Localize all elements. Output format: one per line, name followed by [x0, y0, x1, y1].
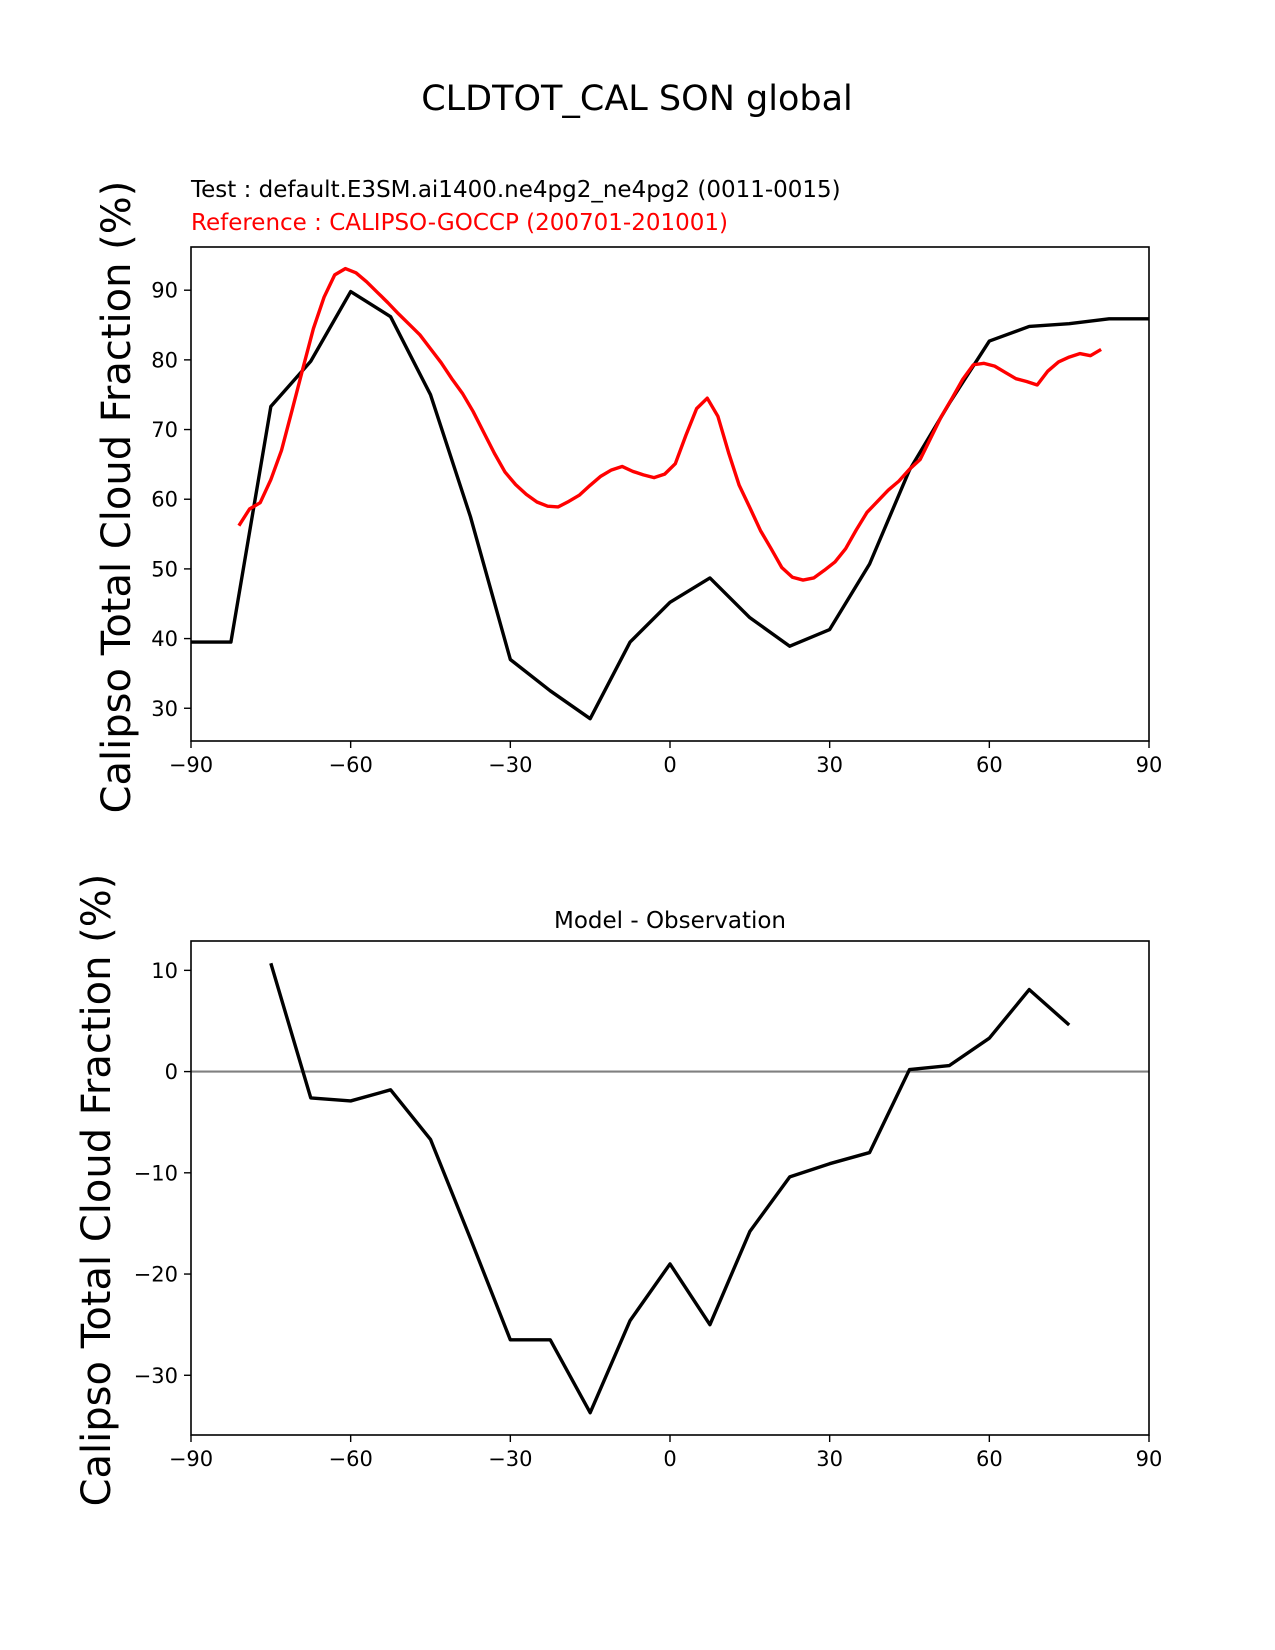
bottom-y-axis-label: Calipso Total Cloud Fraction (%) [74, 874, 120, 1507]
test-legend-label: Test : default.E3SM.ai1400.ne4pg2_ne4pg2… [190, 177, 841, 203]
top-series-test-line [191, 289, 1149, 721]
bottom-axes-frame [190, 940, 1150, 1436]
top-y-axis-label: Calipso Total Cloud Fraction (%) [94, 181, 140, 814]
top-x-tick-label: 60 [976, 753, 1003, 777]
top-panel: Test : default.E3SM.ai1400.ne4pg2_ne4pg2… [94, 177, 1162, 813]
top-x-tick-label: 30 [816, 753, 843, 777]
bottom-y-tick-label: −10 [134, 1161, 178, 1185]
bottom-x-tick-label: 60 [976, 1447, 1003, 1471]
top-axes-frame [190, 246, 1150, 742]
top-y-tick-label: 60 [151, 488, 178, 512]
bottom-x-tick-label: 30 [816, 1447, 843, 1471]
top-x-tick-label: −60 [329, 753, 373, 777]
top-y-tick-label: 50 [151, 557, 178, 581]
top-y-tick-label: 30 [151, 697, 178, 721]
bottom-x-tick-label: −90 [169, 1447, 213, 1471]
top-axes-ticks: −90 −60 −30 0 30 60 90 30 40 50 60 70 80 90 [151, 279, 1162, 777]
bottom-y-tick-label: 0 [165, 1060, 178, 1084]
top-x-tick-label: 90 [1136, 753, 1163, 777]
top-y-tick-label: 40 [151, 627, 178, 651]
bottom-x-tick-label: 0 [663, 1447, 676, 1471]
top-x-tick-label: 0 [663, 753, 676, 777]
reference-legend-label: Reference : CALIPSO-GOCCP (200701-201001… [191, 210, 728, 236]
bottom-y-tick-label: 10 [151, 959, 178, 983]
top-series-reference-line [237, 266, 1102, 582]
bottom-plot-area [191, 962, 1149, 1415]
bottom-x-tick-label: −30 [488, 1447, 532, 1471]
bottom-axes-ticks: −90 −60 −30 0 30 60 90 10 0 −10 −20 −30 [134, 959, 1163, 1471]
top-x-tick-label: −30 [488, 753, 532, 777]
bottom-y-tick-label: −30 [134, 1364, 178, 1388]
top-plot-area [191, 266, 1149, 721]
bottom-x-tick-label: 90 [1136, 1447, 1163, 1471]
top-x-tick-label: −90 [169, 753, 213, 777]
bottom-y-tick-label: −20 [134, 1263, 178, 1287]
top-y-tick-label: 90 [151, 279, 178, 303]
top-y-tick-label: 70 [151, 418, 178, 442]
bottom-panel-title: Model - Observation [554, 908, 786, 934]
top-y-tick-label: 80 [151, 348, 178, 372]
figure-title: CLDTOT_CAL SON global [421, 79, 853, 119]
bottom-panel: Model - Observation Calipso Total Cloud … [74, 874, 1162, 1507]
bottom-series-model-observation-line [269, 962, 1071, 1415]
bottom-x-tick-label: −60 [329, 1447, 373, 1471]
